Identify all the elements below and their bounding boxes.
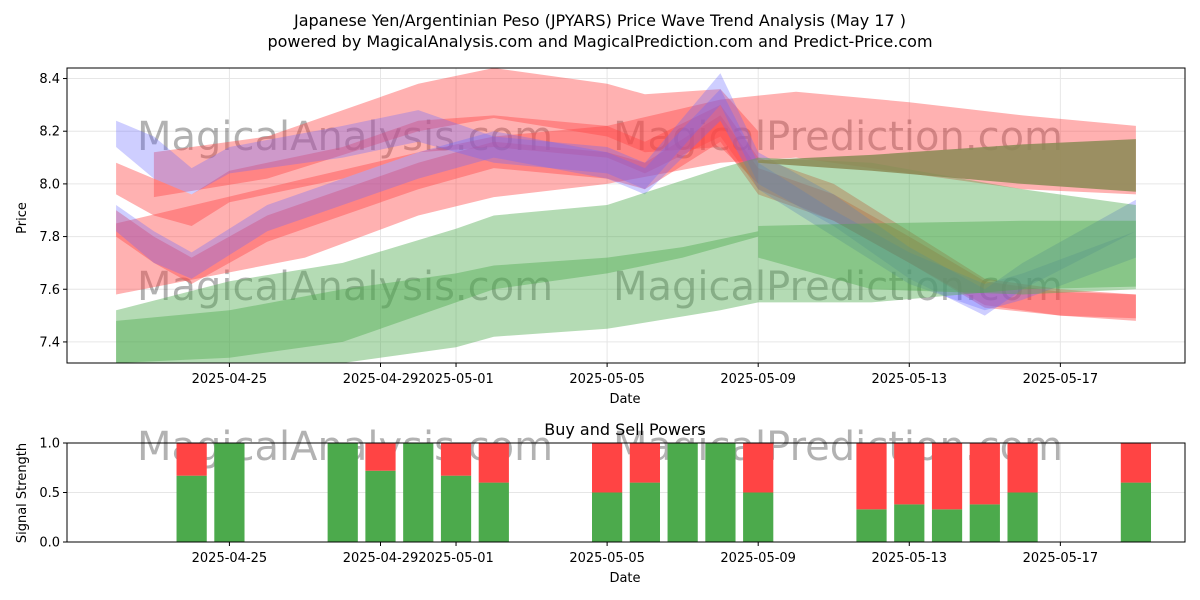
buy-bar [592,493,622,543]
bottom-y-tick-label: 0.0 [39,536,60,551]
sell-bar [592,443,622,493]
buy-bar [705,443,735,542]
top-y-tick-label: 7.6 [39,283,60,298]
chart-canvas: Japanese Yen/Argentinian Peso (JPYARS) P… [0,0,1200,600]
bottom-x-tick-label: 2025-04-25 [192,551,268,566]
chart-root: Japanese Yen/Argentinian Peso (JPYARS) P… [0,0,1200,600]
bottom-x-tick-label: 2025-05-05 [569,551,645,566]
sell-bar [970,443,1000,504]
top-y-tick-label: 7.8 [39,230,60,245]
buy-bar [365,471,395,542]
wave-bands [116,68,1136,363]
buy-bar [177,476,207,542]
bottom-y-tick-label: 1.0 [39,437,60,452]
top-x-tick-label: 2025-04-25 [192,372,268,387]
sell-bar [630,443,660,483]
top-y-tick-label: 8.4 [39,72,60,87]
buy-bar [630,483,660,542]
bottom-title: Buy and Sell Powers [544,420,706,439]
buy-bar [328,443,358,542]
top-x-tick-label: 2025-04-29 [343,372,419,387]
buy-bar [441,476,471,542]
bottom-ylabel: Signal Strength [15,443,30,543]
buy-bar [668,443,698,542]
buy-bar [970,504,1000,542]
sell-bar [177,443,207,476]
top-y-tick-label: 8.0 [39,177,60,192]
buy-bar [403,443,433,542]
sell-bar [932,443,962,509]
buy-bar [932,509,962,542]
sell-bar [1121,443,1151,483]
bottom-y-tick-label: 0.5 [39,486,60,501]
buy-sell-power-plot: MagicalAnalysis.comMagicalPrediction.com… [39,424,1185,566]
top-y-tick-label: 7.4 [39,335,60,350]
buy-bar [214,443,244,542]
buy-bar [743,493,773,543]
top-x-tick-label: 2025-05-01 [418,372,494,387]
top-x-tick-label: 2025-05-05 [569,372,645,387]
top-y-tick-label: 8.2 [39,125,60,140]
buy-bar [894,504,924,542]
sell-bar [479,443,509,483]
buy-bar [479,483,509,542]
bottom-x-tick-label: 2025-05-09 [720,551,796,566]
sell-bar [365,443,395,471]
sell-bar [894,443,924,504]
bottom-x-tick-label: 2025-05-17 [1023,551,1099,566]
sell-bar [743,443,773,493]
bottom-x-tick-label: 2025-05-13 [871,551,947,566]
buy-bar [1007,493,1037,543]
sell-bar [856,443,886,509]
bottom-xlabel: Date [609,571,640,586]
bottom-x-tick-label: 2025-05-01 [418,551,494,566]
top-ylabel: Price [15,202,30,234]
top-xlabel: Date [609,392,640,407]
chart-title-line1: Japanese Yen/Argentinian Peso (JPYARS) P… [293,11,906,30]
top-x-tick-label: 2025-05-13 [871,372,947,387]
bottom-x-tick-label: 2025-04-29 [343,551,419,566]
sell-bar [1007,443,1037,493]
top-x-tick-label: 2025-05-09 [720,372,796,387]
price-wave-plot: MagicalAnalysis.com MagicalPrediction.com… [39,68,1185,387]
chart-title-line2: powered by MagicalAnalysis.com and Magic… [267,32,932,51]
sell-bar [441,443,471,476]
buy-bar [1121,483,1151,542]
top-x-tick-label: 2025-05-17 [1023,372,1099,387]
buy-bar [856,509,886,542]
